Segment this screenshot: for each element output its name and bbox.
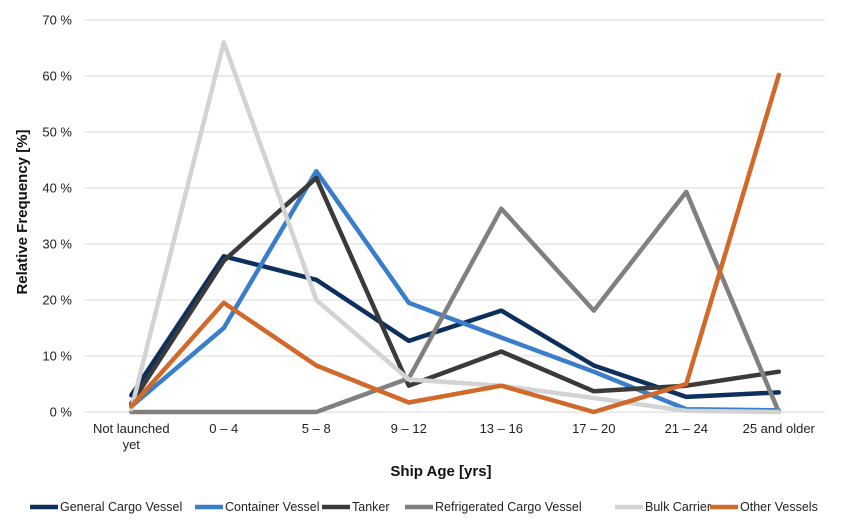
- legend-label-other-vessels: Other Vessels: [740, 500, 818, 514]
- x-tick-label: 17 – 20: [572, 421, 615, 436]
- x-tick-label: 9 – 12: [391, 421, 427, 436]
- y-tick-label: 70 %: [42, 13, 72, 28]
- x-tick-label: 21 – 24: [665, 421, 708, 436]
- x-tick-label: 13 – 16: [480, 421, 523, 436]
- series-line-refrigerated-cargo-vessel: [129, 189, 782, 415]
- y-tick-label: 0 %: [50, 405, 73, 420]
- series-line-container-vessel: [129, 168, 782, 413]
- legend: General Cargo Vessel Container Vessel Tank…: [30, 500, 818, 514]
- y-tick-label: 40 %: [42, 181, 72, 196]
- y-tick-label: 30 %: [42, 237, 72, 252]
- legend-label-container-vessel: Container Vessel: [225, 500, 320, 514]
- series-line-other-vessels: [129, 72, 782, 415]
- series-line-general-cargo-vessel: [129, 254, 782, 400]
- x-tick-label: 0 – 4: [209, 421, 238, 436]
- x-axis-ticks: Not launched yet 0 – 4 5 – 8 9 – 12 13 – 16 17…: [93, 421, 816, 452]
- y-tick-label: 20 %: [42, 293, 72, 308]
- x-axis-title: Ship Age [yrs]: [390, 463, 491, 480]
- y-tick-label: 10 %: [42, 349, 72, 364]
- y-tick-label: 60 %: [42, 69, 72, 84]
- legend-label-tanker: Tanker: [352, 500, 390, 514]
- series-lines: [129, 40, 782, 415]
- legend-label-refrigerated-cargo-vessel: Refrigerated Cargo Vessel: [435, 500, 582, 514]
- series-line-bulk-carrier: [129, 40, 782, 415]
- x-tick-label: 5 – 8: [302, 421, 331, 436]
- y-tick-label: 50 %: [42, 125, 72, 140]
- y-axis-ticks: 0 % 10 % 20 % 30 % 40 % 50 % 60 % 70 %: [42, 13, 72, 420]
- x-tick-label: Not launched yet: [93, 421, 170, 452]
- legend-label-general-cargo-vessel: General Cargo Vessel: [60, 500, 182, 514]
- x-tick-label: 25 and older: [743, 421, 816, 436]
- y-axis-title: Relative Frequency [%]: [14, 129, 31, 294]
- gridlines: [85, 19, 825, 413]
- legend-label-bulk-carrier: Bulk Carrier: [645, 500, 711, 514]
